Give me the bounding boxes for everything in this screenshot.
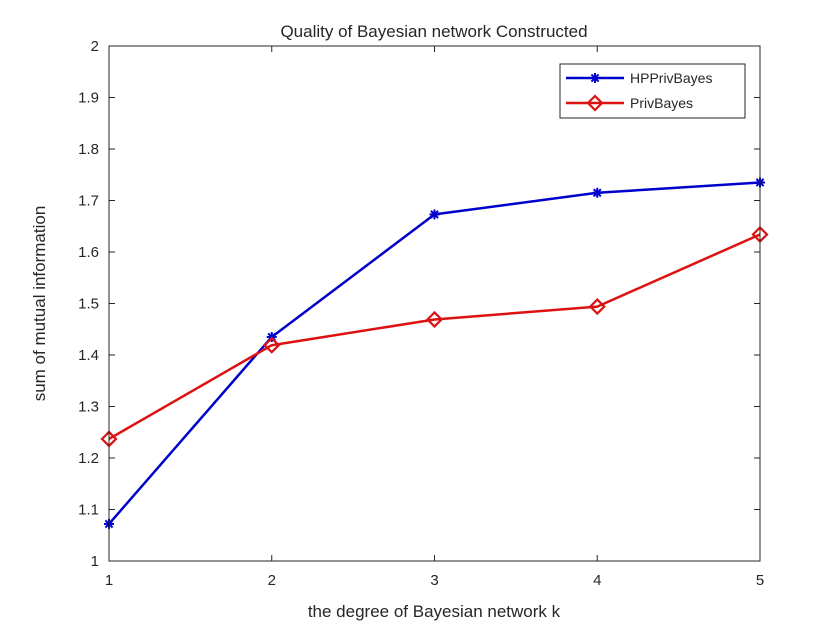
y-tick-label: 1.9 <box>78 90 99 107</box>
x-tick-label: 3 <box>430 572 438 589</box>
x-tick-label: 5 <box>756 572 764 589</box>
legend-marker <box>586 94 604 112</box>
legend-marker <box>590 73 600 83</box>
plot-frame <box>108 45 761 562</box>
x-axis-label: the degree of Bayesian network k <box>308 602 561 621</box>
legend-item-hpprivbayes: HPPrivBayes <box>566 70 712 86</box>
data-point-privbayes <box>425 310 444 329</box>
y-axis-label: sum of mutual information <box>30 206 49 402</box>
legend-label: PrivBayes <box>630 95 693 111</box>
data-point-hpprivbayes <box>592 187 603 198</box>
series-privbayes <box>100 225 769 448</box>
y-tick-label: 1.3 <box>78 399 99 416</box>
data-point-hpprivbayes <box>429 209 440 220</box>
y-tick-label: 1.6 <box>78 244 99 261</box>
y-tick-label: 1.8 <box>78 141 99 158</box>
legend-label: HPPrivBayes <box>630 70 712 86</box>
axis-ticks: 1 2 3 4 5 1 1.1 1.2 1.3 1.4 1.5 1.6 1.7 1.8 1.9 2 <box>78 38 764 589</box>
y-tick-label: 1.7 <box>78 193 99 210</box>
series-layer <box>100 177 769 529</box>
data-point-privbayes <box>263 336 281 354</box>
y-tick-label: 1.2 <box>78 450 99 467</box>
plot-area <box>109 46 760 561</box>
y-tick-label: 1.5 <box>78 296 99 313</box>
legend: HPPrivBayes PrivBayes <box>559 63 746 119</box>
legend-item-privbayes: PrivBayes <box>566 94 693 112</box>
x-tick-label: 2 <box>268 572 276 589</box>
series-line-privbayes <box>108 233 761 441</box>
x-tick-label: 4 <box>593 572 601 589</box>
y-tick-label: 1.4 <box>78 347 99 364</box>
legend-box <box>559 63 746 119</box>
data-point-privbayes <box>588 298 606 316</box>
y-tick-label: 1.1 <box>78 502 99 519</box>
x-tick-label: 1 <box>105 572 113 589</box>
chart-title: Quality of Bayesian network Constructed <box>280 22 587 41</box>
y-tick-label: 2 <box>91 38 99 55</box>
y-tick-label: 1 <box>91 553 99 570</box>
